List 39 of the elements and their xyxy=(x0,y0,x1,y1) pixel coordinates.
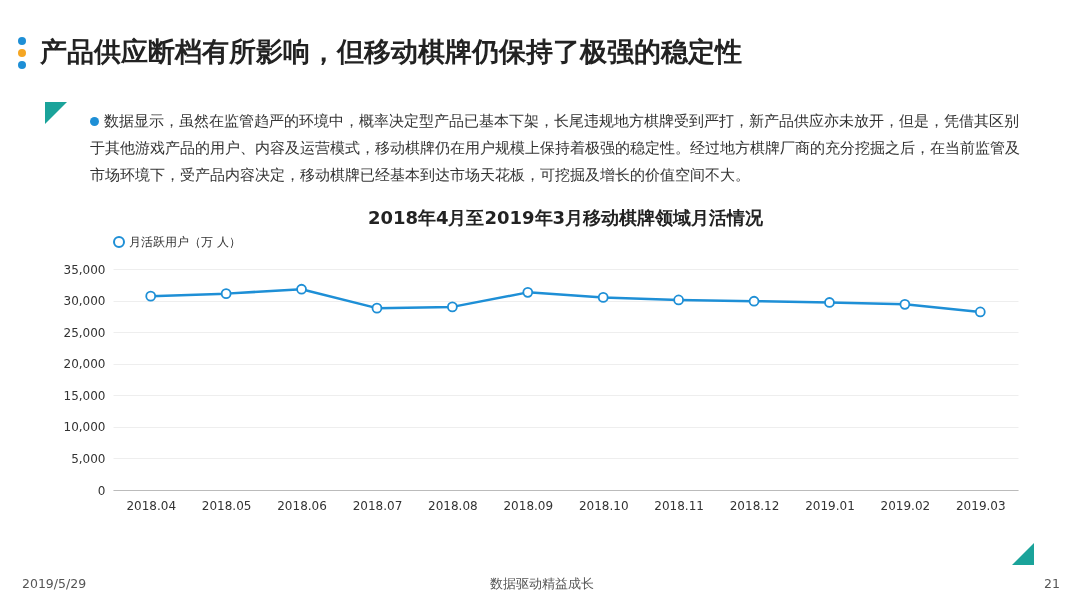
point xyxy=(748,295,760,307)
x-tick-label: 2018.12 xyxy=(729,498,780,513)
y-tick-label: 0 xyxy=(97,483,106,498)
y-tick-label: 20,000 xyxy=(63,357,106,372)
point xyxy=(447,301,458,313)
text: 21 xyxy=(1044,576,1060,591)
text: 2019/5/29 xyxy=(22,576,87,591)
y-tick-label: 30,000 xyxy=(63,294,106,309)
x-tick-label: 2018.04 xyxy=(126,498,177,513)
y-tick-label: 35,000 xyxy=(63,262,106,277)
x-tick-label: 2019.03 xyxy=(955,498,1006,513)
y-tick-label: 15,000 xyxy=(63,388,106,403)
point xyxy=(220,288,232,299)
x-tick-label: 2018.10 xyxy=(578,498,629,513)
point xyxy=(296,283,307,295)
x-tick-label: 2018.07 xyxy=(352,498,403,513)
chart-subtitle: 2018年4月至2019年3月移动棋牌领域月活情况 xyxy=(367,207,765,228)
point xyxy=(899,299,911,310)
text: 数据驱动精益成长 xyxy=(490,576,594,593)
x-tick-label: 2019.02 xyxy=(880,498,931,513)
point xyxy=(145,290,157,302)
point xyxy=(522,287,534,298)
x-tick-label: 2018.08 xyxy=(428,498,478,513)
y-tick-label: 5,000 xyxy=(71,451,106,466)
point xyxy=(824,297,835,308)
y-tick-label: 25,000 xyxy=(63,325,106,340)
x-tick-label: 2018.09 xyxy=(503,498,554,513)
point xyxy=(371,302,383,314)
x-tick-label: 2018.05 xyxy=(201,498,252,513)
legend-label: 月活跃用户（万 人） xyxy=(129,235,241,249)
x-tick-label: 2018.11 xyxy=(654,498,704,513)
point xyxy=(597,292,609,303)
y-tick-label: 10,000 xyxy=(63,420,106,435)
x-tick-label: 2019.01 xyxy=(805,498,855,513)
point xyxy=(673,294,684,306)
chart-title: 产品供应断档有所影响，但移动棋牌仍保持了极强的稳定性 xyxy=(40,35,742,69)
x-tick-label: 2018.06 xyxy=(277,498,327,513)
text: 数据显示，虽然在监管趋严的环境中，概率决定型产品已基本下架，长尾违规地方棋牌受到严打，新产品供应亦未放开，但是，凭借其区别于其他游戏产品的用户、内容及运营模式，移动棋牌仍在用户规模上保持着极强的稳定性。经过地方棋牌厂商的充分挖掘之后，在当前监管及市场环境下，受产品内容决定，移动棋牌已经基本到达市场天花板，可挖掘及增长的价值空间不大。 xyxy=(90,112,1021,185)
point xyxy=(974,306,986,318)
